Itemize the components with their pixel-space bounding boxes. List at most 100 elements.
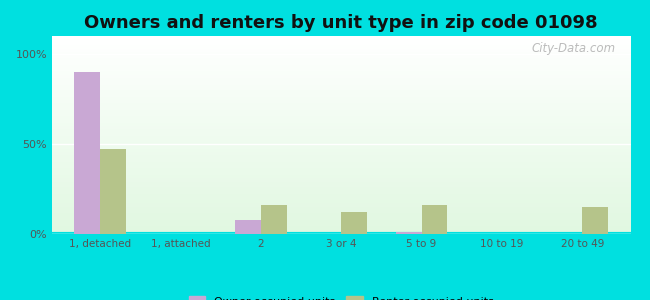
Bar (52, 155, 630, 156)
Bar (52, 157, 630, 158)
Bar (52, 194, 630, 195)
Bar (582, 207, 608, 234)
Bar (52, 141, 630, 142)
Bar (52, 166, 630, 167)
Bar (52, 171, 630, 172)
Bar (52, 212, 630, 213)
Bar (52, 103, 630, 104)
Bar (52, 131, 630, 132)
Bar (52, 213, 630, 214)
Bar (52, 100, 630, 101)
Bar (52, 112, 630, 113)
Bar (52, 138, 630, 139)
Bar (52, 43, 630, 44)
Bar (52, 190, 630, 191)
Bar (52, 168, 630, 169)
Bar (52, 196, 630, 197)
Bar (52, 219, 630, 220)
Bar (52, 224, 630, 225)
Bar (52, 40, 630, 41)
Bar (52, 172, 630, 174)
Bar (52, 202, 630, 203)
Bar (422, 205, 447, 234)
Bar (52, 49, 630, 50)
Bar (52, 38, 630, 39)
Bar (100, 149, 126, 234)
Bar (52, 223, 630, 224)
Bar (52, 82, 630, 83)
Bar (52, 182, 630, 184)
Bar (52, 89, 630, 91)
Bar (52, 229, 630, 230)
Bar (52, 142, 630, 143)
Bar (52, 136, 630, 137)
Bar (52, 125, 630, 126)
Bar (52, 63, 630, 64)
Bar (52, 108, 630, 109)
Bar (52, 71, 630, 72)
Bar (52, 217, 630, 218)
Bar (75, 72, 100, 234)
Bar (52, 128, 630, 129)
Bar (52, 175, 630, 176)
Bar (52, 153, 630, 154)
Bar (52, 74, 630, 75)
Bar (52, 37, 630, 38)
Bar (52, 179, 630, 181)
Bar (341, 212, 367, 234)
Bar (52, 115, 630, 116)
Bar (52, 228, 630, 229)
Bar (52, 94, 630, 95)
Bar (52, 132, 630, 133)
Bar (52, 85, 630, 86)
Bar (52, 181, 630, 182)
Bar (52, 51, 630, 52)
Bar (52, 67, 630, 68)
Title: Owners and renters by unit type in zip code 01098: Owners and renters by unit type in zip c… (84, 14, 598, 32)
Bar (52, 72, 630, 73)
Bar (52, 50, 630, 51)
Bar (52, 185, 630, 187)
Bar (52, 81, 630, 82)
Bar (52, 96, 630, 98)
Bar (52, 126, 630, 127)
Bar (261, 205, 287, 234)
Bar (52, 101, 630, 102)
Bar (52, 227, 630, 228)
Bar (52, 139, 630, 140)
Bar (52, 140, 630, 141)
Bar (52, 167, 630, 168)
Bar (52, 133, 630, 134)
Bar (52, 176, 630, 177)
Bar (52, 233, 630, 234)
Bar (52, 215, 630, 216)
Bar (52, 158, 630, 159)
Bar (52, 104, 630, 105)
Bar (52, 113, 630, 114)
Bar (52, 106, 630, 107)
Bar (52, 66, 630, 67)
Bar (52, 144, 630, 145)
Bar (52, 221, 630, 222)
Bar (52, 79, 630, 80)
Bar (52, 149, 630, 150)
Bar (52, 114, 630, 115)
Bar (52, 41, 630, 42)
Bar (52, 148, 630, 149)
Bar (52, 86, 630, 88)
Bar (52, 178, 630, 179)
Bar (52, 95, 630, 96)
Bar (52, 78, 630, 79)
Bar (52, 177, 630, 178)
Bar (396, 232, 422, 234)
Bar (52, 44, 630, 45)
Bar (52, 169, 630, 170)
Bar (52, 99, 630, 100)
Bar (52, 226, 630, 227)
Bar (52, 85, 630, 86)
Bar (52, 73, 630, 74)
Bar (52, 60, 630, 61)
Bar (52, 208, 630, 209)
Bar (52, 65, 630, 66)
Bar (52, 54, 630, 55)
